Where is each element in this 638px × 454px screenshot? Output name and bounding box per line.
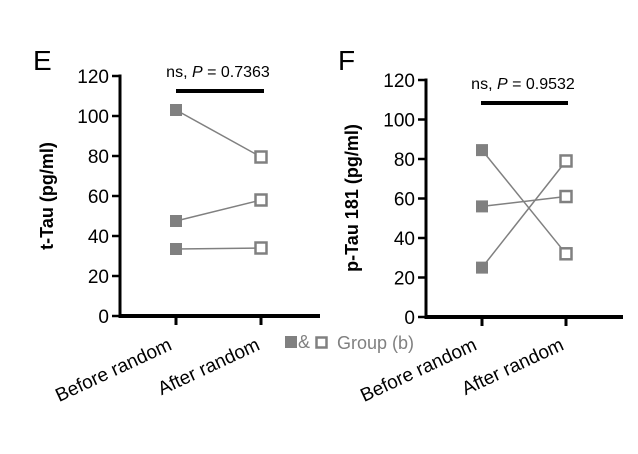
y-axis-title-f: p-Tau 181 (pg/ml)	[342, 124, 362, 272]
after-point-f	[559, 247, 573, 261]
pair-line-f	[481, 195, 567, 208]
pair-line-f	[481, 160, 567, 269]
pair-line-e	[175, 247, 262, 250]
y-tick-label-e: 40	[88, 227, 109, 248]
y-axis-title-e: t-Tau (pg/ml)	[37, 142, 57, 250]
y-tick-label-e: 20	[88, 267, 109, 288]
before-point-e	[170, 104, 182, 116]
panel-letter-f: F	[338, 45, 355, 76]
y-tick-label-f: 40	[394, 229, 415, 250]
pair-line-e	[175, 109, 262, 158]
y-tick-label-e: 0	[98, 307, 109, 328]
pair-line-e	[175, 199, 262, 222]
y-tick-label-e: 60	[88, 187, 109, 208]
sig-ns-e: ns,	[166, 64, 192, 81]
after-point-e	[254, 193, 268, 207]
before-point-e	[170, 243, 182, 255]
y-tick-label-f: 80	[394, 150, 415, 171]
y-tick-label-f: 0	[404, 308, 415, 329]
before-point-f	[476, 261, 488, 274]
y-tick-label-f: 60	[394, 190, 415, 211]
legend: & Group (b)	[285, 332, 414, 353]
significance-label-e: ns, P = 0.7363	[166, 64, 270, 81]
after-point-e	[254, 241, 268, 255]
panel-letter-e: E	[33, 45, 52, 76]
after-point-f	[559, 189, 573, 204]
sig-p-symbol-e: P	[192, 64, 203, 81]
sig-p-value-f: = 0.9532	[508, 76, 575, 93]
legend-label: Group (b)	[337, 333, 414, 353]
sig-p-value-e: = 0.7363	[203, 64, 270, 81]
after-point-e	[254, 150, 268, 164]
y-tick-label-e: 120	[77, 67, 109, 88]
legend-ampersand: &	[298, 332, 310, 352]
y-tick-label-f: 100	[383, 111, 415, 132]
x-tick-label-after-e: After random	[155, 334, 263, 399]
sig-ns-f: ns,	[471, 76, 497, 93]
legend-open-square-icon	[315, 336, 328, 349]
significance-label-f: ns, P = 0.9532	[471, 76, 575, 93]
x-tick-label-before-e: Before random	[52, 334, 175, 406]
after-point-f	[559, 154, 573, 168]
y-tick-label-e: 100	[77, 107, 109, 128]
legend-filled-square-icon	[285, 336, 297, 348]
panel-e: E t-Tau (pg/ml) ns, P = 0.7363 0 20 40 60 80…	[33, 45, 320, 407]
y-tick-label-f: 20	[394, 269, 415, 290]
before-point-f	[476, 144, 488, 157]
y-tick-label-e: 80	[88, 147, 109, 168]
sig-p-symbol-f: P	[497, 76, 508, 93]
y-tick-label-f: 120	[383, 71, 415, 92]
before-point-e	[170, 215, 182, 227]
before-point-f	[476, 200, 488, 213]
